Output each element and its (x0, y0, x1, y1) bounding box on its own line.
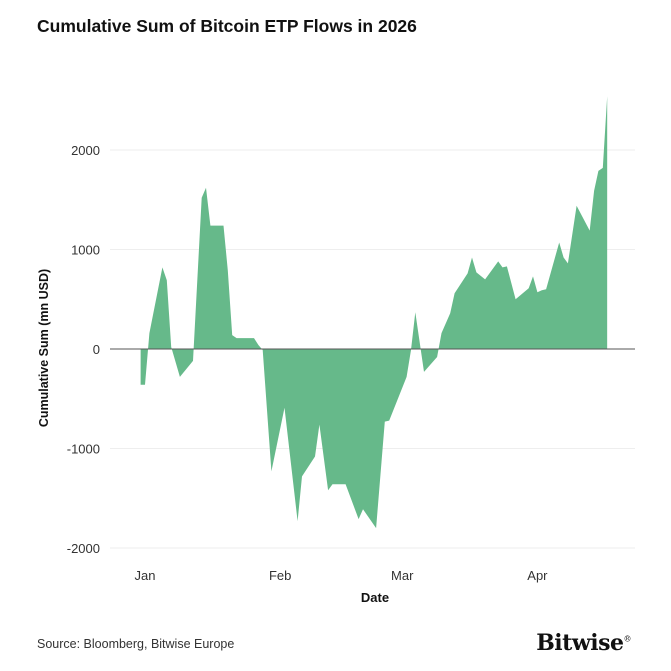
x-axis-label: Date (361, 590, 389, 605)
x-tick-label: Jan (135, 568, 156, 583)
y-tick-label: 0 (93, 342, 100, 357)
x-tick-label: Apr (527, 568, 548, 583)
y-axis-label: Cumulative Sum (mn USD) (37, 269, 51, 427)
bitwise-logo: Bitwise® (536, 630, 631, 656)
area-series (140, 96, 608, 529)
y-tick-label: -1000 (67, 442, 100, 457)
source-note: Source: Bloomberg, Bitwise Europe (37, 637, 235, 651)
y-tick-label: 1000 (71, 243, 100, 258)
x-tick-label: Mar (391, 568, 414, 583)
chart-title: Cumulative Sum of Bitcoin ETP Flows in 2… (37, 16, 417, 36)
y-tick-label: -2000 (67, 541, 100, 556)
x-tick-label: Feb (269, 568, 291, 583)
y-tick-label: 2000 (71, 143, 100, 158)
